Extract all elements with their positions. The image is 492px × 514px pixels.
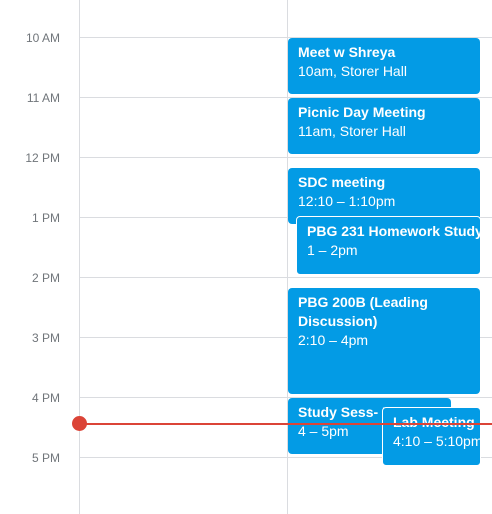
event-picnic-day-meeting[interactable]: Picnic Day Meeting 11am, Storer Hall xyxy=(288,98,480,154)
event-title: Meet w Shreya xyxy=(298,44,396,60)
event-sdc-meeting[interactable]: SDC meeting 12:10 – 1:10pm xyxy=(288,168,480,224)
hour-gridline xyxy=(79,277,492,278)
hour-gridline xyxy=(79,217,492,218)
day-column-divider xyxy=(287,0,288,514)
hour-label: 3 PM xyxy=(31,331,60,345)
hour-gridline xyxy=(79,157,492,158)
event-pbg-200b[interactable]: PBG 200B (Leading Discussion) 2:10 – 4pm xyxy=(288,288,480,394)
hour-label: 10 AM xyxy=(25,31,60,45)
current-time-line xyxy=(79,423,492,425)
hour-label: 12 PM xyxy=(25,151,60,165)
event-time: 2:10 – 4pm xyxy=(298,332,369,348)
time-gutter-divider xyxy=(79,0,80,514)
hour-label: 1 PM xyxy=(31,211,60,225)
event-time: 4 – 5pm xyxy=(298,423,349,439)
hour-label: 4 PM xyxy=(31,391,60,405)
event-title: PBG 231 Homework Study xyxy=(307,223,481,239)
current-time-dot xyxy=(72,416,87,431)
event-time: 1 – 2pm xyxy=(307,242,358,258)
event-title: Picnic Day Meeting xyxy=(298,104,426,120)
event-meet-w-shreya[interactable]: Meet w Shreya 10am, Storer Hall xyxy=(288,38,480,94)
hour-gridline xyxy=(79,457,492,458)
hour-gridline xyxy=(79,397,492,398)
event-time-location: 11am, Storer Hall xyxy=(298,123,406,139)
hour-label: 11 AM xyxy=(26,91,60,105)
event-title: Lab Meeting xyxy=(393,414,475,430)
event-pbg-231-homework-study[interactable]: PBG 231 Homework Study 1 – 2pm xyxy=(296,216,481,275)
event-time-location: 10am, Storer Hall xyxy=(298,63,407,79)
event-time: 12:10 – 1:10pm xyxy=(298,193,396,209)
event-title: SDC meeting xyxy=(298,174,386,190)
hour-label: 5 PM xyxy=(31,451,60,465)
hour-label: 2 PM xyxy=(31,271,60,285)
event-title: PBG 200B (Leading Discussion) xyxy=(298,294,428,329)
event-time: 4:10 – 5:10pm xyxy=(393,433,481,449)
event-lab-meeting[interactable]: Lab Meeting 4:10 – 5:10pm xyxy=(382,407,481,466)
hour-gridline xyxy=(79,97,492,98)
hour-gridline xyxy=(79,37,492,38)
hour-gridline xyxy=(79,337,492,338)
